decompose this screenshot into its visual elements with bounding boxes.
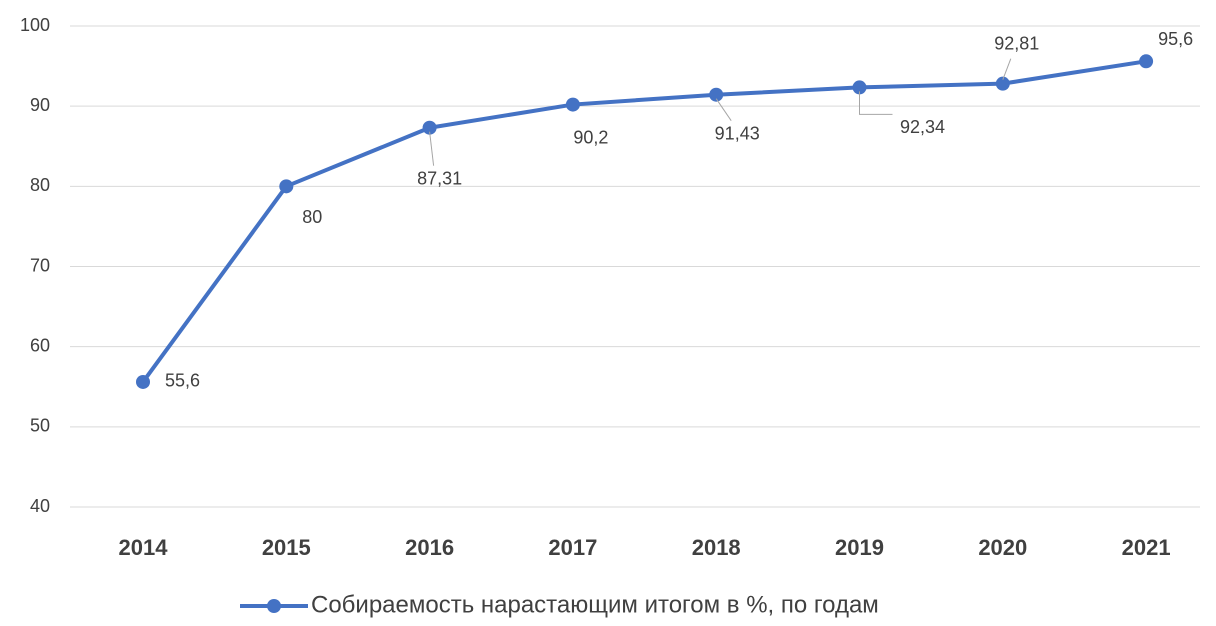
legend-marker: [267, 599, 281, 613]
data-point: [565, 97, 580, 112]
data-point: [852, 80, 867, 95]
x-tick-label: 2018: [692, 535, 741, 560]
y-tick-label: 90: [30, 95, 50, 115]
x-tick-label: 2019: [835, 535, 884, 560]
leader-line: [715, 98, 732, 121]
y-tick-label: 60: [30, 335, 50, 355]
x-tick-label: 2017: [548, 535, 597, 560]
y-tick-label: 70: [30, 255, 50, 275]
data-point: [422, 120, 437, 135]
data-label: 55,6: [165, 371, 200, 391]
data-label: 92,81: [994, 33, 1039, 53]
data-point: [279, 179, 294, 194]
legend-label: Собираемость нарастающим итогом в %, по …: [311, 591, 879, 618]
data-point: [995, 76, 1010, 91]
x-tick-label: 2015: [262, 535, 311, 560]
leader-line: [859, 91, 893, 115]
leader-line: [1002, 58, 1012, 80]
series-line: [141, 59, 1147, 384]
data-point: [1139, 54, 1154, 69]
x-tick-label: 2016: [405, 535, 454, 560]
data-label: 87,31: [417, 168, 462, 188]
x-tick-label: 2014: [119, 535, 169, 560]
data-label: 90,2: [573, 127, 608, 147]
y-tick-label: 80: [30, 175, 50, 195]
data-label: 95,6: [1158, 29, 1193, 49]
data-point: [136, 374, 150, 389]
y-tick-label: 50: [30, 416, 50, 436]
y-tick-label: 100: [20, 15, 50, 35]
y-tick-label: 40: [30, 496, 50, 516]
leader-line: [429, 131, 435, 166]
data-label: 91,43: [715, 123, 760, 143]
x-tick-label: 2020: [978, 535, 1027, 560]
data-label: 80: [302, 207, 322, 227]
x-tick-label: 2021: [1122, 535, 1171, 560]
data-label: 92,34: [900, 117, 945, 137]
data-point: [709, 87, 724, 102]
